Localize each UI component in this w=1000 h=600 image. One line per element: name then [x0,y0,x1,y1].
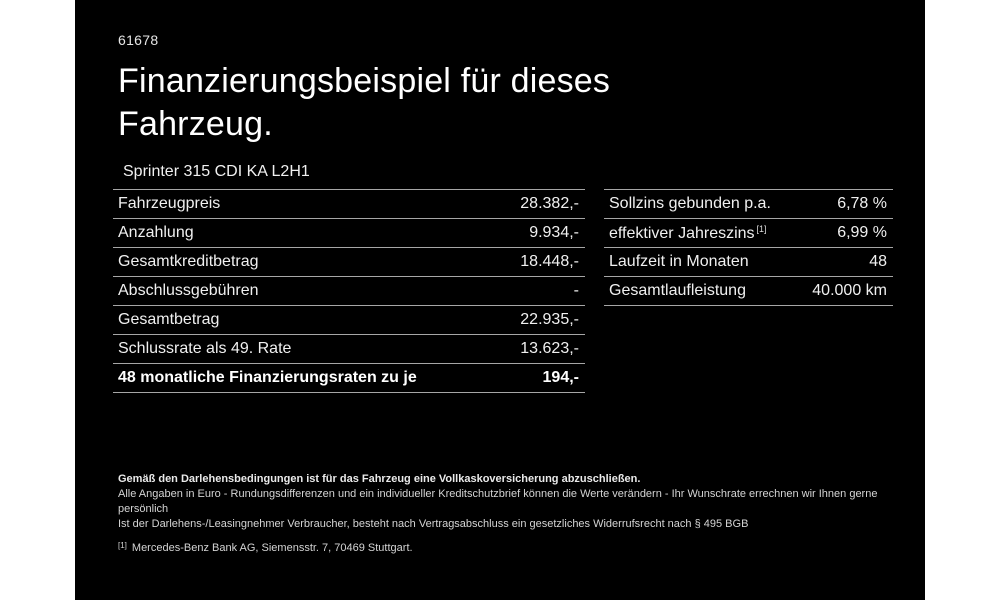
conditions-table: Sollzins gebunden p.a. 6,78 % effektiver… [604,189,893,306]
table-row: Abschlussgebühren - [113,276,585,305]
table-row: Sollzins gebunden p.a. 6,78 % [604,189,893,218]
insurance-note: Gemäß den Darlehensbedingungen ist für d… [118,473,641,485]
table-row: Laufzeit in Monaten 48 [604,247,893,276]
row-label: Laufzeit in Monaten [609,253,749,270]
row-value: 6,99 % [837,224,887,241]
row-value: 9.934,- [529,224,579,241]
table-row: effektiver Jahreszins [1] 6,99 % [604,218,893,247]
row-value: 48 [869,253,887,270]
table-row: Gesamtkreditbetrag 18.448,- [113,247,585,276]
row-label: 48 monatliche Finanzierungsraten zu je [118,369,417,386]
row-value: 13.623,- [520,340,579,357]
row-value: - [573,282,579,299]
listing-id: 61678 [118,32,159,48]
table-row: 48 monatliche Finanzierungsraten zu je 1… [113,363,585,392]
table-row: Anzahlung 9.934,- [113,218,585,247]
page-title: Finanzierungsbeispiel für dieses Fahrzeu… [118,62,611,143]
legal-note-2: Ist der Darlehens-/Leasingnehmer Verbrau… [118,518,749,530]
row-label: Gesamtlaufleistung [609,282,746,299]
legal-note-1: Alle Angaben in Euro - Rundungsdifferenz… [118,488,878,515]
row-value: 40.000 km [812,282,887,299]
row-value: 194,- [542,369,579,386]
table-row: Schlussrate als 49. Rate 13.623,- [113,334,585,363]
row-value: 18.448,- [520,253,579,270]
footnote-ref: [1] [756,223,767,234]
row-label: Anzahlung [118,224,194,241]
footnote-marker: [1] [118,541,127,550]
finance-table: Fahrzeugpreis 28.382,- Anzahlung 9.934,-… [113,189,585,393]
row-value: 28.382,- [520,195,579,212]
row-label: Abschlussgebühren [118,282,259,299]
row-label: Gesamtkreditbetrag [118,253,259,270]
table-row: Gesamtbetrag 22.935,- [113,305,585,334]
row-label: effektiver Jahreszins [1] [609,223,767,242]
table-row: Fahrzeugpreis 28.382,- [113,189,585,218]
row-value: 22.935,- [520,311,579,328]
row-label: Sollzins gebunden p.a. [609,195,771,212]
vehicle-model: Sprinter 315 CDI KA L2H1 [123,163,310,180]
financing-slide-panel: 61678 Finanzierungsbeispiel für dieses F… [75,0,925,600]
row-label: Gesamtbetrag [118,311,220,328]
footnote: [1] Mercedes-Benz Bank AG, Siemensstr. 7,… [118,538,888,556]
row-label: Schlussrate als 49. Rate [118,340,292,357]
row-label: Fahrzeugpreis [118,195,221,212]
row-value: 6,78 % [837,195,887,212]
footnote-text: Mercedes-Benz Bank AG, Siemensstr. 7, 70… [131,542,413,554]
table-row: Gesamtlaufleistung 40.000 km [604,276,893,305]
legal-footer: Gemäß den Darlehensbedingungen ist für d… [118,472,888,556]
